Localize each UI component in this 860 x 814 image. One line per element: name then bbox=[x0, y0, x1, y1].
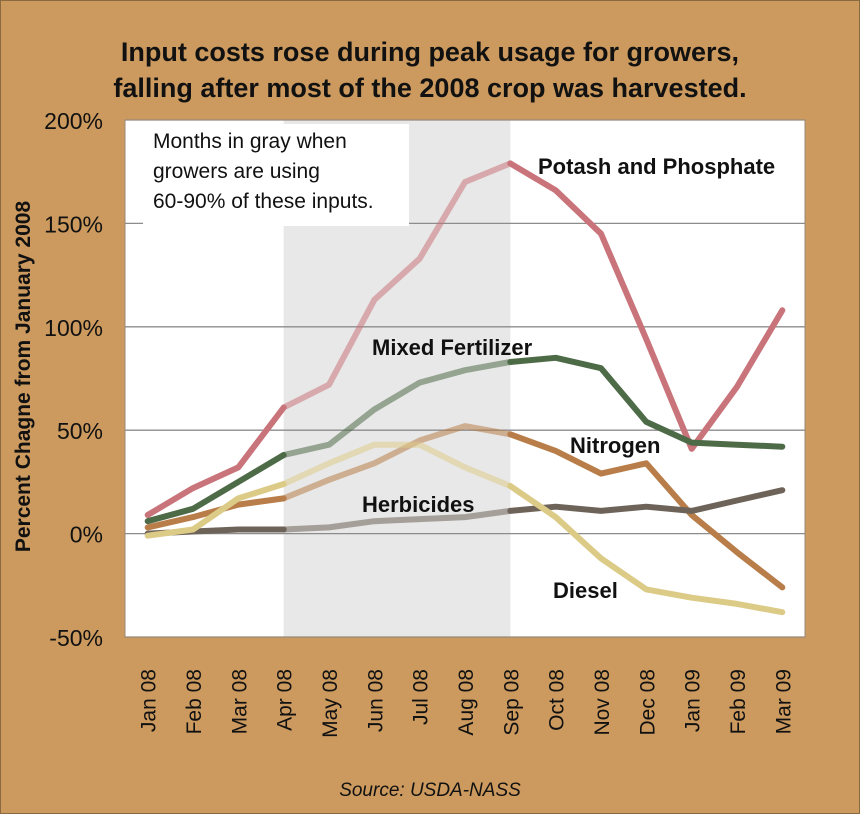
y-tick-label: 100% bbox=[44, 315, 103, 341]
x-tick-label: Jul 08 bbox=[410, 669, 433, 725]
series-label-potash-and-phosphate: Potash and Phosphate bbox=[538, 154, 775, 179]
x-tick-label: Aug 08 bbox=[455, 669, 478, 736]
x-tick-label: Jun 08 bbox=[364, 669, 387, 732]
x-tick-label: Oct 08 bbox=[546, 669, 569, 731]
series-line-potash-and-phosphate-usage-period bbox=[280, 160, 514, 411]
series-line-nitrogen-usage-period bbox=[280, 423, 514, 502]
note-line: Months in gray when bbox=[153, 130, 347, 153]
series-line-mixed-fertilizer-usage-period bbox=[280, 359, 514, 458]
x-tick-label: Feb 08 bbox=[183, 669, 206, 734]
x-tick-label: Feb 09 bbox=[727, 669, 750, 734]
series-line-mixed-fertilizer bbox=[144, 452, 287, 525]
y-tick-label: 150% bbox=[44, 211, 103, 237]
y-axis-title: Percent Chagne from January 2008 bbox=[12, 201, 35, 553]
note-line: 60-90% of these inputs. bbox=[153, 190, 374, 213]
y-tick-label: 0% bbox=[70, 522, 103, 548]
x-tick-label: Jan 09 bbox=[682, 669, 705, 732]
series-line-potash-and-phosphate-after bbox=[507, 160, 786, 452]
x-tick-label: Dec 08 bbox=[636, 669, 659, 736]
x-tick-label: Mar 09 bbox=[772, 669, 795, 734]
y-tick-label: -50% bbox=[49, 625, 103, 651]
x-tick-label: Sep 08 bbox=[500, 669, 523, 736]
chart-title-line-2: falling after most of the 2008 crop was … bbox=[113, 73, 747, 103]
x-tick-label: Jan 08 bbox=[138, 669, 161, 732]
series-line-diesel-usage-period bbox=[280, 441, 514, 489]
chart-title-line-1: Input costs rose during peak usage for g… bbox=[120, 37, 740, 67]
series-line-diesel bbox=[144, 481, 287, 539]
series-line-nitrogen-after bbox=[507, 431, 786, 591]
chart-source: Source: USDA-NASS bbox=[339, 780, 521, 801]
series-line-mixed-fertilizer-after bbox=[507, 354, 786, 450]
series-label-herbicides: Herbicides bbox=[362, 492, 475, 517]
series-line-diesel-after bbox=[507, 483, 786, 616]
chart-title: Input costs rose during peak usage for g… bbox=[0, 34, 860, 106]
x-tick-label: Apr 08 bbox=[274, 669, 297, 731]
x-tick-label: Nov 08 bbox=[591, 669, 614, 736]
x-tick-label: Mar 08 bbox=[228, 669, 251, 734]
series-label-mixed-fertilizer: Mixed Fertilizer bbox=[372, 335, 533, 360]
note-box bbox=[143, 124, 409, 226]
series-label-diesel: Diesel bbox=[553, 578, 618, 603]
series-line-herbicides-after bbox=[507, 487, 786, 514]
note-line: growers are using bbox=[153, 160, 320, 183]
y-tick-label: 200% bbox=[44, 108, 103, 134]
series-label-nitrogen: Nitrogen bbox=[570, 433, 660, 458]
y-tick-label: 50% bbox=[57, 418, 103, 444]
x-tick-label: May 08 bbox=[319, 669, 342, 738]
series-line-herbicides-usage-period bbox=[280, 507, 514, 533]
plot-border bbox=[124, 119, 806, 638]
series-line-potash-and-phosphate bbox=[144, 404, 287, 518]
